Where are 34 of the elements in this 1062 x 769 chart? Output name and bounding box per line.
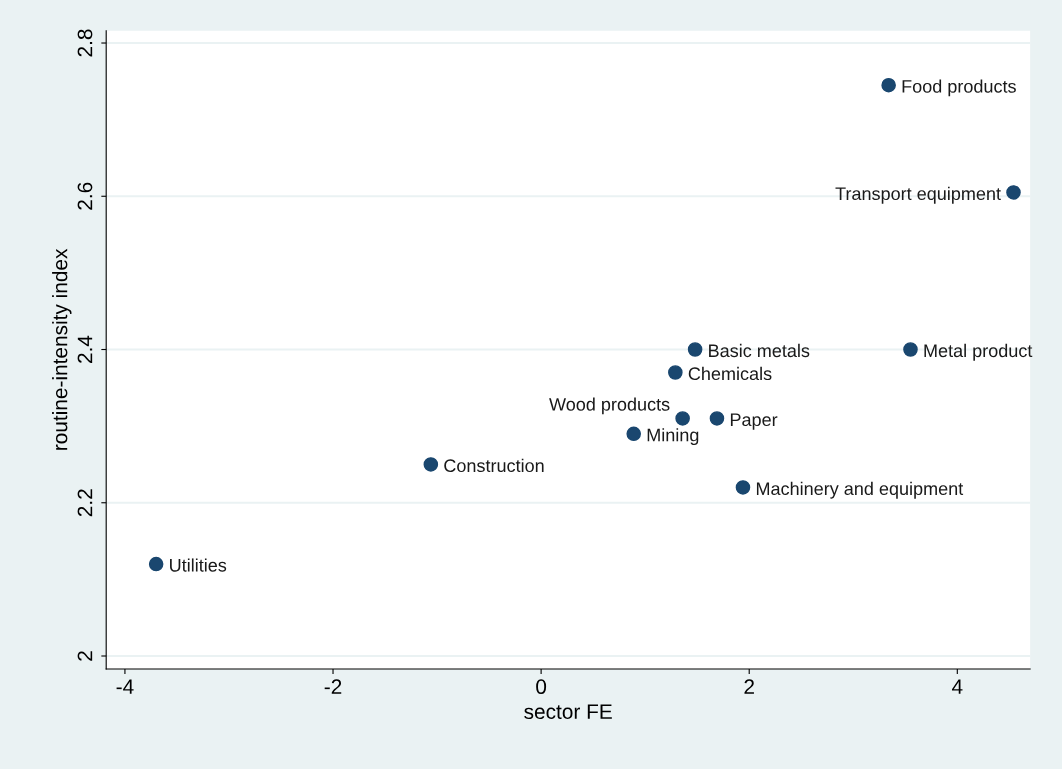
point [668,365,683,380]
x-tick-label: 2 [744,679,754,694]
annotation: Wood products [549,397,670,415]
point [687,342,703,357]
annotation: Machinery and equipment [756,481,964,499]
y-tick-label: 2.2 [77,489,93,517]
annotation: Metal product [924,343,1033,361]
annotation: Paper [730,413,778,430]
point [709,411,725,426]
x-tick-label: -2 [324,679,342,694]
annotation: Chemicals [688,366,772,381]
x-tick-label: 4 [951,679,963,694]
y-tick-label: 2.6 [77,182,93,210]
point [148,556,164,572]
point [903,342,918,357]
point [675,411,690,426]
x-axis-title: sector FE [524,704,612,720]
point [735,480,751,495]
annotation: Food products [902,79,1016,97]
y-tick-label: 2 [77,651,93,661]
x-tick-label: -4 [116,679,134,694]
annotation: Utilities [170,558,227,572]
point [1006,185,1021,200]
y-axis-title: routine-intensity index [52,248,72,450]
y-tick-label: 2.8 [77,29,93,57]
point [626,426,642,442]
x-tick-label: 0 [536,679,547,695]
annotation: Basic metals [709,343,810,358]
annotation: Transport equipment [835,186,1001,204]
point [423,457,439,472]
y-tick-label: 2.4 [77,335,93,363]
annotation: Mining [647,428,699,445]
point [881,77,896,93]
annotation: Construction [444,458,544,473]
